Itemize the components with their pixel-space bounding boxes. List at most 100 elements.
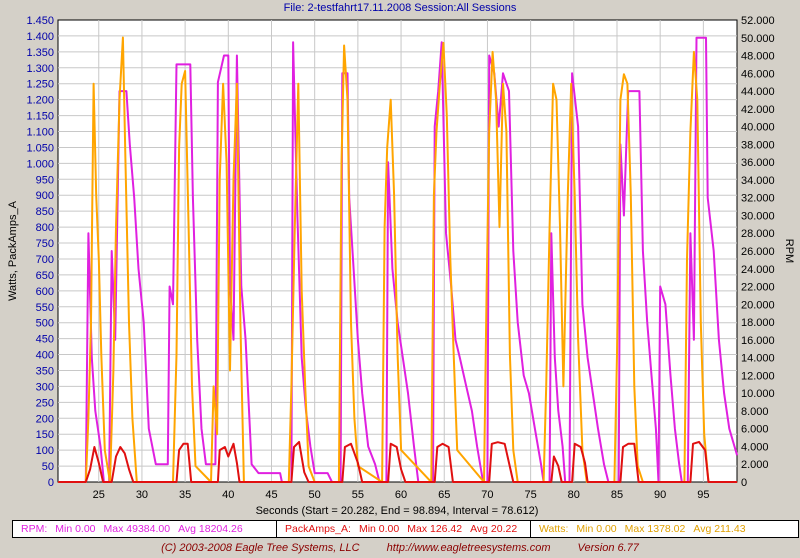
x-tick-label: 80 <box>568 489 580 501</box>
y-right-tick-label: 14.000 <box>741 353 775 365</box>
y-left-tick-label: 400 <box>36 350 54 362</box>
chart-title: File: 2-testfahrt17.11.2008 Session:All … <box>283 2 517 14</box>
y-left-tick-label: 750 <box>36 238 54 250</box>
legend-packamps-max: Max 126.42 <box>407 523 463 535</box>
legend-rpm-avg: Avg 18204.26 <box>178 523 243 535</box>
y-right-tick-label: 40.000 <box>741 122 775 134</box>
y-left-tick-label: 100 <box>36 445 54 457</box>
legend-rpm-label: RPM: <box>21 523 48 535</box>
y-right-tick-label: 28.000 <box>741 228 775 240</box>
y-right-tick-label: 6.000 <box>741 424 769 436</box>
y-left-tick-label: 250 <box>36 397 54 409</box>
y-left-tick-label: 1.050 <box>26 142 54 154</box>
y-left-tick-label: 1.300 <box>26 63 54 75</box>
y-right-tick-label: 36.000 <box>741 157 775 169</box>
legend-watts-label: Watts: <box>539 523 569 535</box>
y-right-tick-label: 32.000 <box>741 193 775 205</box>
y-left-tick-label: 800 <box>36 222 54 234</box>
y-left-tick-label: 1.450 <box>26 15 54 27</box>
y-left-tick-label: 600 <box>36 286 54 298</box>
y-right-tick-label: 38.000 <box>741 139 775 151</box>
x-tick-label: 70 <box>481 489 493 501</box>
legend-packamps-label: PackAmps_A: <box>285 523 351 535</box>
x-tick-label: 85 <box>611 489 623 501</box>
footer: (C) 2003-2008 Eagle Tree Systems, LLC ht… <box>0 542 800 554</box>
version-text: Version 6.77 <box>577 542 639 554</box>
legend-watts-min: Min 0.00 <box>576 523 617 535</box>
x-tick-label: 75 <box>524 489 536 501</box>
x-tick-label: 55 <box>352 489 364 501</box>
copyright-text: (C) 2003-2008 Eagle Tree Systems, LLC <box>161 542 360 554</box>
y-left-tick-label: 950 <box>36 174 54 186</box>
legend: RPM: Min 0.00 Max 49384.00 Avg 18204.26 … <box>12 520 799 538</box>
y-left-tick-label: 350 <box>36 365 54 377</box>
y-left-tick-label: 900 <box>36 190 54 202</box>
y-left-tick-label: 700 <box>36 254 54 266</box>
y-left-tick-label: 1.350 <box>26 47 54 59</box>
y-left-tick-label: 1.200 <box>26 95 54 107</box>
y-left-tick-label: 650 <box>36 270 54 282</box>
y-left-tick-label: 1.000 <box>26 158 54 170</box>
y-right-tick-label: 2.000 <box>741 459 769 471</box>
x-tick-label: 90 <box>654 489 666 501</box>
x-tick-label: 30 <box>136 489 148 501</box>
x-tick-label: 45 <box>265 489 277 501</box>
x-tick-label: 25 <box>93 489 105 501</box>
y-left-tick-label: 850 <box>36 206 54 218</box>
y-left-tick-label: 450 <box>36 334 54 346</box>
y-left-tick-label: 50 <box>42 461 54 473</box>
y-axis-label-left: Watts, PackAmps_A <box>7 200 19 301</box>
y-right-tick-label: 8.000 <box>741 406 769 418</box>
y-right-tick-label: 4.000 <box>741 441 769 453</box>
x-tick-label: 50 <box>309 489 321 501</box>
y-right-tick-label: 12.000 <box>741 370 775 382</box>
x-tick-label: 60 <box>395 489 407 501</box>
y-left-tick-label: 1.100 <box>26 127 54 139</box>
x-tick-label: 35 <box>179 489 191 501</box>
y-left-tick-label: 0 <box>48 477 54 489</box>
legend-packamps: PackAmps_A: Min 0.00 Max 126.42 Avg 20.2… <box>276 521 530 537</box>
y-right-tick-label: 24.000 <box>741 264 775 276</box>
y-left-tick-label: 300 <box>36 381 54 393</box>
y-right-tick-label: 48.000 <box>741 51 775 63</box>
y-right-tick-label: 16.000 <box>741 335 775 347</box>
series-line-packamps-a <box>58 440 738 483</box>
y-left-tick-label: 500 <box>36 318 54 330</box>
y-left-tick-label: 1.250 <box>26 79 54 91</box>
legend-watts-avg: Avg 211.43 <box>693 523 746 535</box>
y-right-tick-label: 34.000 <box>741 175 775 187</box>
x-tick-label: 65 <box>438 489 450 501</box>
plot-area <box>57 19 738 483</box>
y-left-tick-label: 1.150 <box>26 111 54 123</box>
y-right-tick-label: 46.000 <box>741 68 775 80</box>
y-right-tick-label: 10.000 <box>741 388 775 400</box>
legend-rpm-max: Max 49384.00 <box>103 523 171 535</box>
y-right-tick-label: 18.000 <box>741 317 775 329</box>
y-right-tick-label: 44.000 <box>741 86 775 98</box>
x-axis-label: Seconds (Start = 20.282, End = 98.894, I… <box>256 505 539 517</box>
legend-watts: Watts: Min 0.00 Max 1378.02 Avg 211.43 <box>530 521 798 537</box>
y-right-tick-label: 50.000 <box>741 33 775 45</box>
axis-ticks: 0501001502002503003504004505005506006507… <box>26 15 774 501</box>
y-right-tick-label: 26.000 <box>741 246 775 258</box>
website-link[interactable]: http://www.eagletreesystems.com <box>386 542 551 554</box>
legend-rpm: RPM: Min 0.00 Max 49384.00 Avg 18204.26 <box>13 521 276 537</box>
y-right-tick-label: 42.000 <box>741 104 775 116</box>
series-layer <box>58 36 739 483</box>
x-tick-label: 95 <box>697 489 709 501</box>
y-axis-label-right: RPM <box>783 239 795 263</box>
y-right-tick-label: 0 <box>741 477 747 489</box>
y-right-tick-label: 52.000 <box>741 15 775 27</box>
y-right-tick-label: 20.000 <box>741 299 775 311</box>
y-right-tick-label: 30.000 <box>741 210 775 222</box>
x-tick-label: 40 <box>222 489 234 501</box>
legend-rpm-min: Min 0.00 <box>55 523 96 535</box>
legend-packamps-avg: Avg 20.22 <box>470 523 518 535</box>
y-left-tick-label: 200 <box>36 413 54 425</box>
y-left-tick-label: 1.400 <box>26 31 54 43</box>
legend-packamps-min: Min 0.00 <box>358 523 400 535</box>
line-chart: 0501001502002503003504004505005506006507… <box>7 15 795 517</box>
y-left-tick-label: 150 <box>36 429 54 441</box>
legend-watts-max: Max 1378.02 <box>624 523 686 535</box>
y-right-tick-label: 22.000 <box>741 282 775 294</box>
